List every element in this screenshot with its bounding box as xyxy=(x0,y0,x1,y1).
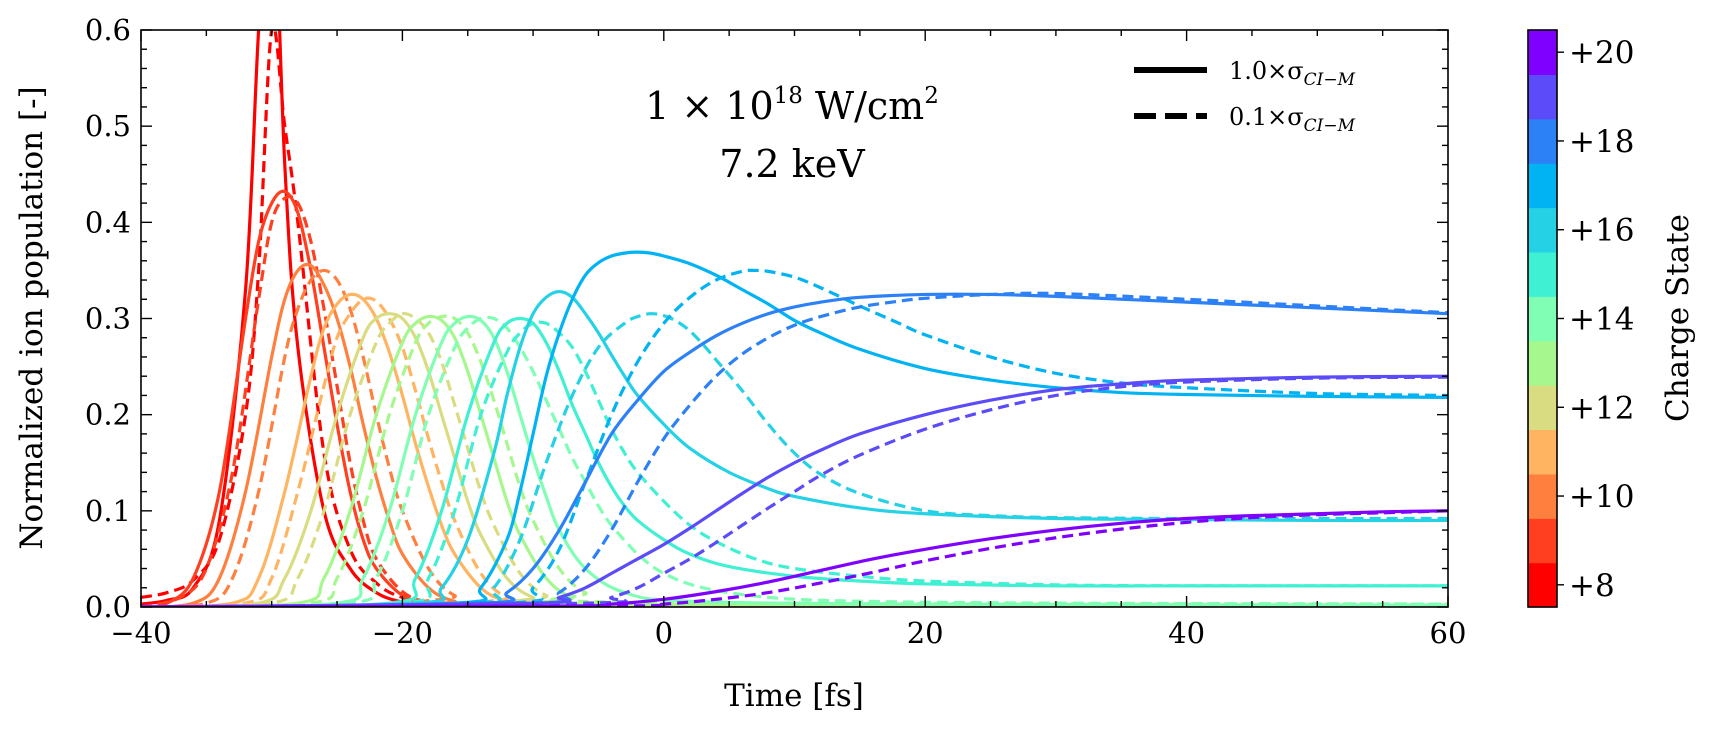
colorbar-segment xyxy=(1528,340,1557,386)
y-tick-label: 0.4 xyxy=(85,205,131,239)
legend-dashed-label-sub: CI−M xyxy=(1304,116,1356,136)
annotation-intensity: 1 × 1018 W/cm2 xyxy=(645,83,939,128)
series-line-charge-14-dashed xyxy=(141,315,1448,607)
colorbar-segment xyxy=(1528,562,1557,608)
colorbar-label: Charge State xyxy=(1660,214,1696,422)
series-line-charge-16-solid xyxy=(141,289,1448,607)
x-tick-label: 60 xyxy=(1430,616,1467,650)
intensity-exponent: 18 xyxy=(774,83,803,109)
series-line-charge-15-solid xyxy=(141,316,1448,607)
series-line-charge-19-solid xyxy=(141,374,1448,607)
colorbar-segment xyxy=(1528,163,1557,209)
series-line-charge-11-dashed xyxy=(141,296,1448,607)
plot-area xyxy=(141,30,1448,607)
series-line-charge-20-dashed xyxy=(141,509,1448,607)
legend-dashed-label-main: 0.1×σ xyxy=(1229,103,1304,131)
colorbar-segment xyxy=(1528,74,1557,120)
y-tick-label: 0.5 xyxy=(85,109,131,143)
colorbar-tick-label: +14 xyxy=(1569,302,1634,338)
series-line-charge-16-dashed xyxy=(141,312,1448,607)
series-line-charge-15-dashed xyxy=(141,320,1448,607)
x-tick-label: −20 xyxy=(372,616,433,650)
series-layer xyxy=(141,30,1448,607)
legend-solid-label: 1.0×σCI−M xyxy=(1229,57,1356,90)
legend-solid-label-sub: CI−M xyxy=(1304,70,1356,90)
colorbar xyxy=(1528,30,1557,608)
legend-dashed-label: 0.1×σCI−M xyxy=(1229,103,1356,136)
colorbar-segment xyxy=(1528,30,1557,75)
series-line-charge-17-solid xyxy=(141,250,1448,607)
y-tick-labels: 0.0 0.1 0.2 0.3 0.4 0.5 0.6 xyxy=(85,13,131,624)
y-axis-label: Normalized ion population [-] xyxy=(14,86,50,549)
x-tick-label: −40 xyxy=(110,616,171,650)
x-axis-label: Time [fs] xyxy=(724,678,864,714)
colorbar-segment xyxy=(1528,385,1557,431)
legend-solid-label-main: 1.0×σ xyxy=(1229,57,1304,85)
colorbar-segment xyxy=(1528,473,1557,519)
annotation-energy: 7.2 keV xyxy=(719,142,865,186)
colorbar-tick-label: +12 xyxy=(1569,390,1634,426)
series-line-charge-8-dashed xyxy=(141,30,1448,607)
colorbar-segment xyxy=(1528,429,1557,475)
legend: 1.0×σCI−M 0.1×σCI−M xyxy=(1134,57,1356,136)
series-line-charge-18-dashed xyxy=(141,291,1448,607)
intensity-unit-exponent: 2 xyxy=(924,83,939,109)
x-tick-label: 20 xyxy=(907,616,944,650)
series-line-charge-13-dashed xyxy=(141,314,1448,607)
colorbar-tick-label: +18 xyxy=(1569,124,1634,160)
series-line-charge-9-dashed xyxy=(141,194,1448,607)
colorbar-tick-label: +10 xyxy=(1569,479,1634,515)
colorbar-tick-labels: +8 +10 +12 +14 +16 +18 +20 xyxy=(1557,35,1634,604)
series-line-charge-14-solid xyxy=(141,314,1448,607)
y-tick-label: 0.0 xyxy=(85,590,131,624)
intensity-unit: W/cm xyxy=(803,84,924,128)
x-tick-label: 40 xyxy=(1168,616,1205,650)
colorbar-tick-label: +16 xyxy=(1569,213,1634,249)
colorbar-segment xyxy=(1528,518,1557,564)
intensity-base: 1 × 10 xyxy=(645,84,774,128)
y-tick-label: 0.1 xyxy=(85,494,131,528)
colorbar-tick-label: +8 xyxy=(1569,568,1615,604)
y-tick-label: 0.6 xyxy=(85,13,131,47)
series-line-charge-19-dashed xyxy=(141,375,1448,607)
colorbar-tick-label: +20 xyxy=(1569,35,1634,71)
colorbar-segment xyxy=(1528,296,1557,342)
series-line-charge-17-dashed xyxy=(141,268,1448,607)
tick-layer xyxy=(140,29,1449,608)
colorbar-segment xyxy=(1528,251,1557,297)
colorbar-segment xyxy=(1528,118,1557,164)
series-line-charge-18-solid xyxy=(141,292,1448,607)
plot-frame xyxy=(140,29,1449,608)
y-tick-label: 0.2 xyxy=(85,398,131,432)
y-tick-label: 0.3 xyxy=(85,302,131,336)
colorbar-segment xyxy=(1528,207,1557,253)
x-tick-labels: −40 −20 0 20 40 60 xyxy=(110,616,1466,650)
x-tick-label: 0 xyxy=(655,616,673,650)
